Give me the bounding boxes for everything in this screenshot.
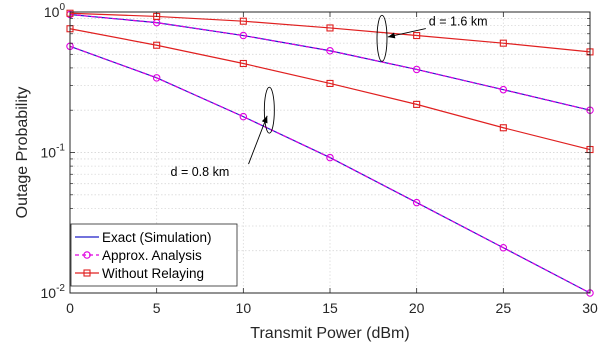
data-point bbox=[412, 65, 421, 74]
data-point bbox=[153, 41, 161, 49]
data-point bbox=[413, 31, 421, 40]
annotation-arrowhead bbox=[261, 115, 268, 124]
y-tick-label: 10-1 bbox=[41, 143, 66, 161]
data-point bbox=[326, 153, 334, 162]
legend-label: Without Relaying bbox=[102, 266, 204, 281]
annotation-label: d = 0.8 km bbox=[171, 165, 230, 179]
data-point bbox=[326, 24, 334, 32]
x-tick-label: 30 bbox=[582, 300, 598, 316]
x-tick-label: 25 bbox=[496, 300, 512, 316]
legend-marker bbox=[83, 269, 91, 277]
y-tick-label: 10-2 bbox=[41, 283, 66, 301]
data-point bbox=[326, 46, 334, 55]
annotation-ellipse bbox=[376, 14, 388, 62]
annotation: d = 0.8 km bbox=[171, 86, 275, 179]
series-line bbox=[69, 45, 591, 294]
data-point bbox=[499, 85, 508, 94]
x-tick-label: 15 bbox=[322, 300, 338, 316]
y-axis-label: Outage Probability bbox=[14, 87, 31, 219]
data-point bbox=[152, 74, 161, 82]
legend: Exact (Simulation) Approx. Analysis Withou… bbox=[70, 223, 238, 287]
legend-entry: Exact (Simulation) bbox=[75, 230, 212, 245]
annotation-arrowhead bbox=[387, 32, 396, 39]
x-axis-ticks: 0 5 10 15 20 25 30 bbox=[66, 12, 598, 316]
legend-label: Approx. Analysis bbox=[102, 248, 202, 263]
data-point bbox=[326, 79, 334, 88]
x-axis-label: Transmit Power (dBm) bbox=[250, 325, 409, 342]
data-point bbox=[239, 112, 248, 121]
x-tick-label: 0 bbox=[66, 300, 74, 316]
legend-entry: Approx. Analysis bbox=[75, 248, 202, 263]
annotations: d = 1.6 km d = 0.8 km bbox=[171, 15, 488, 179]
data-point bbox=[499, 243, 508, 252]
legend-label: Exact (Simulation) bbox=[102, 230, 212, 245]
x-tick-label: 20 bbox=[409, 300, 425, 316]
x-tick-label: 5 bbox=[153, 300, 161, 316]
y-tick-label: 100 bbox=[44, 2, 66, 20]
x-tick-label: 10 bbox=[236, 300, 252, 316]
data-point bbox=[413, 100, 421, 108]
annotation: d = 1.6 km bbox=[376, 14, 488, 62]
data-point bbox=[412, 198, 421, 207]
data-point bbox=[239, 31, 248, 40]
annotation-arrow bbox=[248, 115, 268, 165]
data-point bbox=[499, 39, 507, 47]
y-axis-ticks: 10-2 10-1 100 bbox=[41, 2, 590, 301]
series-without-relaying bbox=[66, 25, 594, 154]
legend-marker bbox=[83, 251, 91, 259]
annotation-ellipse bbox=[263, 86, 275, 134]
data-point bbox=[499, 124, 507, 132]
data-point bbox=[239, 59, 247, 68]
annotation-label: d = 1.6 km bbox=[429, 15, 488, 29]
series-line bbox=[69, 28, 591, 151]
data-point bbox=[239, 17, 247, 25]
legend-entry: Without Relaying bbox=[75, 266, 204, 281]
series-line bbox=[69, 13, 591, 111]
